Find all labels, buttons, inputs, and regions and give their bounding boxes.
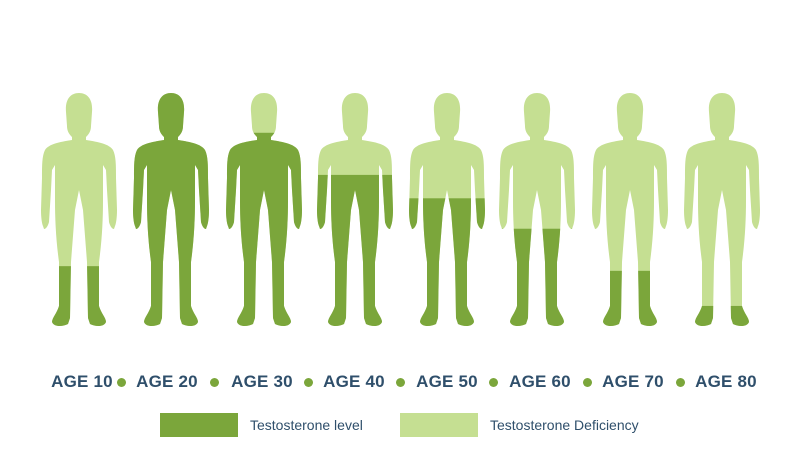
separator-dot [675,378,685,387]
separator-dot [395,378,405,387]
testosterone-level-fill [41,266,117,327]
legend-label-level: Testosterone level [250,417,363,433]
figure-age-40 [317,93,393,327]
testosterone-level-fill [133,93,209,327]
age-label-50: AGE 50 [416,372,478,391]
figure-age-10 [41,93,117,327]
human-figures-row [41,93,760,327]
age-label-10: AGE 10 [51,372,113,391]
testosterone-level-fill [684,305,760,327]
testosterone-level-fill [409,198,485,327]
testosterone-level-fill [592,270,668,327]
age-label-30: AGE 30 [231,372,293,391]
age-label-60: AGE 60 [509,372,571,391]
age-label-80: AGE 80 [695,372,757,391]
separator-dot [303,378,313,387]
figure-age-30 [226,93,302,327]
figure-age-50 [409,93,485,327]
figure-silhouette [409,93,485,327]
figure-silhouette [226,93,302,327]
age-row: AGE 10 AGE 20 AGE 30 AGE 40 AGE 50 AGE 6… [0,370,800,394]
legend-swatch-deficiency [400,413,478,437]
figure-silhouette [499,93,575,327]
separator-dot [116,378,126,387]
figure-age-60 [499,93,575,327]
legend-swatch-level [160,413,238,437]
age-label-20: AGE 20 [136,372,198,391]
figure-age-20 [133,93,209,327]
separator-dot [582,378,592,387]
testosterone-level-fill [499,228,575,327]
figure-silhouette [684,93,760,327]
figure-silhouette [41,93,117,327]
figure-age-70 [592,93,668,327]
age-label-40: AGE 40 [323,372,385,391]
legend-label-deficiency: Testosterone Deficiency [490,417,639,433]
age-label-70: AGE 70 [602,372,664,391]
separator-dot [209,378,219,387]
separator-dot [488,378,498,387]
testosterone-level-fill [317,174,393,327]
testosterone-level-fill [226,132,302,327]
figure-silhouette [317,93,393,327]
figure-age-80 [684,93,760,327]
figure-silhouette [592,93,668,327]
